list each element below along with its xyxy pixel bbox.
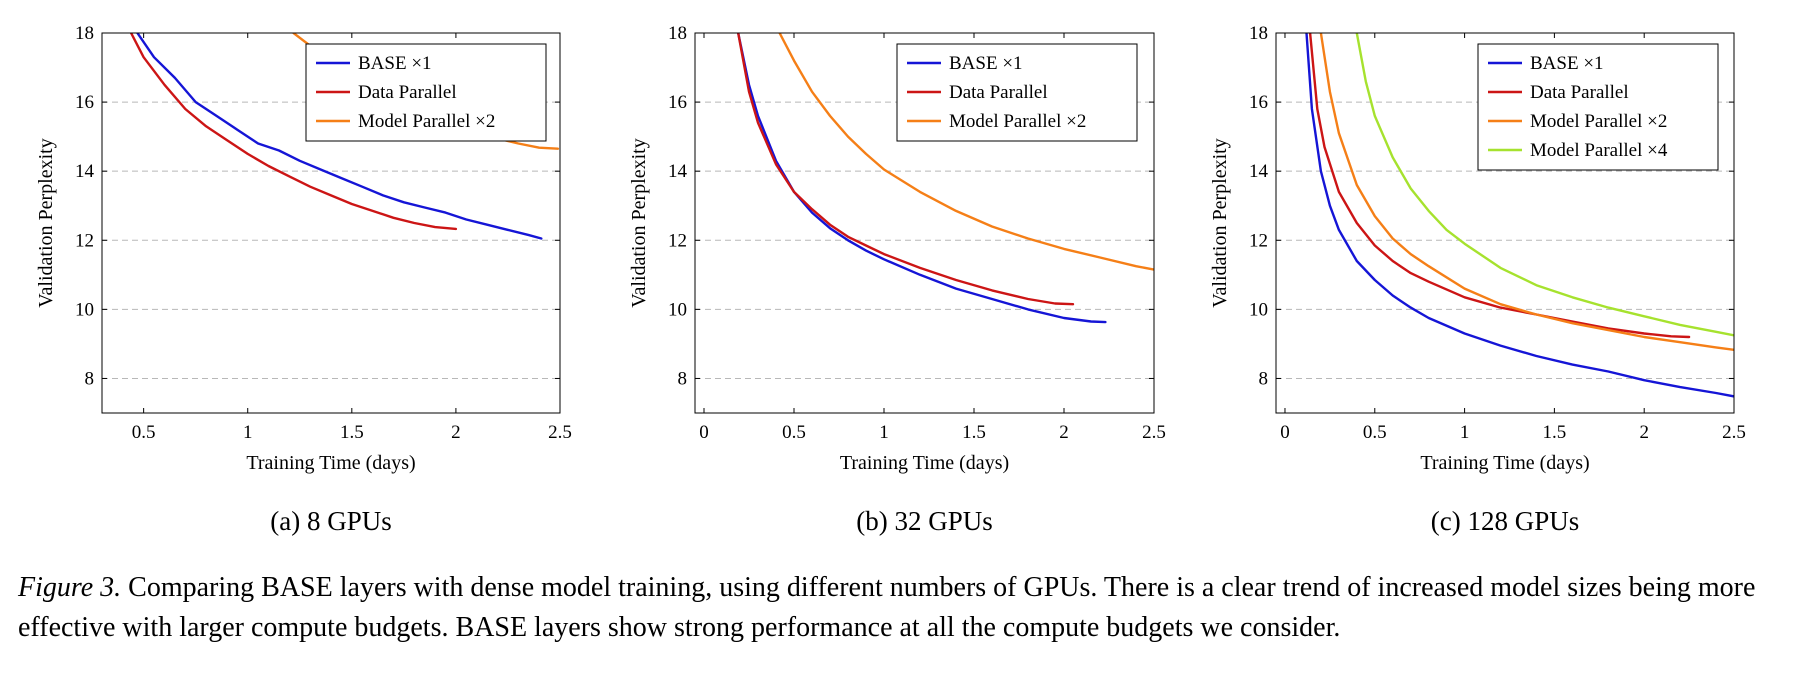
chart-128-gpus: 8 10 12 14 16 18 0 0.5 1 1.5 2 2.5 Training Time (da… [1209,23,1746,536]
legend-label-base-x1: BASE ×1 [1530,53,1604,74]
series-line-base-x1 [737,33,1107,324]
subfigure-caption: (c) 128 GPUs [1431,506,1580,536]
xtick-label: 1.5 [962,422,986,443]
xtick-label: 1.5 [1543,422,1567,443]
plot-frame [1275,32,1735,414]
x-axis-label: Training Time (days) [246,452,415,474]
xtick-label: 2 [1059,422,1069,443]
figure-caption-text: Comparing BASE layers with dense model t… [18,572,1756,643]
legend-label-model-parallel-x2: Model Parallel ×2 [949,111,1086,132]
xtick-label: 1 [243,422,253,443]
series-line-data-parallel [1308,33,1691,339]
y-axis-label: Validation Perplexity [1209,138,1231,307]
xtick-label: 2 [1639,422,1649,443]
chart-32-gpus: 8 10 12 14 16 18 0 0.5 1 1.5 2 2.5 Training Time (da… [628,23,1166,536]
ytick-label: 10 [75,299,94,320]
series-group [1305,33,1734,398]
series-line-data-parallel [129,33,458,231]
legend: BASE ×1 Data Parallel Model Parallel ×2 [896,43,1138,142]
series-line-model-parallel-x2 [1319,33,1734,351]
xtick-label: 0.5 [1363,422,1387,443]
ytick-label: 16 [75,92,94,113]
series-line-data-parallel [737,33,1075,306]
ytick-label: 18 [668,23,687,44]
ytick-label: 14 [668,161,688,182]
figure-label: Figure 3. [18,572,122,603]
ytick-label: 10 [668,299,687,320]
ytick-label: 18 [1249,23,1268,44]
ytick-label: 14 [1249,161,1269,182]
ytick-label: 8 [1259,368,1269,389]
series-line-model-parallel-x4 [1355,33,1734,337]
xtick-label: 2.5 [1142,422,1166,443]
legend-label-model-parallel-x2: Model Parallel ×2 [1530,111,1667,132]
ytick-label: 16 [668,92,687,113]
legend-label-base-x1: BASE ×1 [949,53,1023,74]
series-line-base-x1 [1305,33,1734,398]
ytick-label: 8 [678,368,688,389]
ytick-label: 16 [1249,92,1268,113]
legend-label-data-parallel: Data Parallel [1530,82,1629,103]
x-axis-label: Training Time (days) [1420,452,1589,474]
ytick-label: 18 [75,23,94,44]
xtick-label: 1 [1460,422,1470,443]
xtick-label: 0 [1280,422,1290,443]
ytick-label: 14 [75,161,95,182]
legend-label-base-x1: BASE ×1 [358,53,432,74]
y-axis-label: Validation Perplexity [35,138,57,307]
legend-label-data-parallel: Data Parallel [949,82,1048,103]
xtick-label: 1 [879,422,889,443]
ytick-label: 12 [75,230,94,251]
x-axis-label: Training Time (days) [840,452,1009,474]
ytick-label: 12 [668,230,687,251]
ytick-label: 10 [1249,299,1268,320]
xtick-label: 0.5 [132,422,156,443]
xtick-label: 1.5 [340,422,364,443]
chart-8-gpus: 8 10 12 14 16 18 0.5 1 1.5 2 2.5 Training Time (day… [35,23,572,536]
subfigure-caption: (b) 32 GPUs [856,506,993,536]
xtick-label: 2 [451,422,461,443]
series-line-model-parallel-x2 [778,33,1154,271]
legend-label-model-parallel-x2: Model Parallel ×2 [358,111,495,132]
y-axis-label: Validation Perplexity [628,138,650,307]
xtick-label: 2.5 [548,422,572,443]
legend-label-data-parallel: Data Parallel [358,82,457,103]
series-group [737,33,1154,324]
xtick-label: 0.5 [782,422,806,443]
subfigure-caption: (a) 8 GPUs [270,506,392,536]
legend-label-model-parallel-x4: Model Parallel ×4 [1530,140,1668,161]
xtick-label: 0 [699,422,709,443]
series-line-base-x1 [136,33,543,240]
ytick-label: 12 [1249,230,1268,251]
plot-frame [694,32,1155,414]
legend: BASE ×1 Data Parallel Model Parallel ×2 [305,43,547,142]
plot-frame [101,32,561,414]
legend: BASE ×1 Data Parallel Model Parallel ×2 Mod… [1477,43,1719,171]
xtick-label: 2.5 [1722,422,1746,443]
figure-caption: Figure 3. Comparing BASE layers with den… [18,568,1798,648]
ytick-label: 8 [85,368,95,389]
